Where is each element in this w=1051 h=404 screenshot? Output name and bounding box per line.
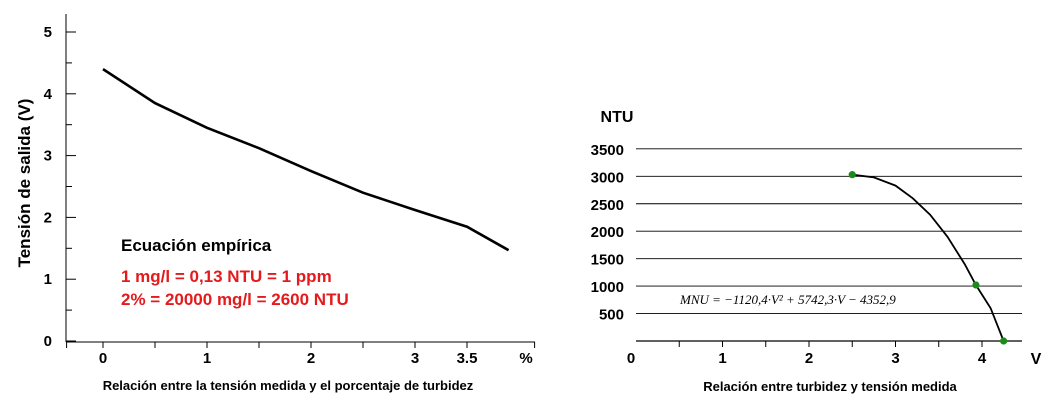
left-x-tick-label: 3.5 xyxy=(457,350,478,367)
left-y-ticks: 0 1 2 3 4 5 xyxy=(44,24,76,350)
right-x-unit: V xyxy=(1031,351,1042,368)
left-y-tick-label: 5 xyxy=(44,24,52,41)
right-y-tick-label: 1500 xyxy=(591,252,624,269)
right-y-tick-label: 500 xyxy=(599,307,624,324)
right-x-tick-label: 3 xyxy=(891,350,899,367)
right-x-ticks: 0 1 2 3 4 xyxy=(627,341,987,367)
left-x-ticks: 0 1 2 3 3.5 xyxy=(66,341,536,367)
left-y-tick-label: 0 xyxy=(44,333,52,350)
annotation-line-2: 2% = 20000 mg/l = 2600 NTU xyxy=(121,290,349,309)
right-series-line xyxy=(852,173,1005,342)
right-x-tick-label: 2 xyxy=(805,350,813,367)
left-y-axis-label: Tensión de salida (V) xyxy=(15,99,34,268)
left-series-line xyxy=(102,68,510,252)
left-x-tick-label: 2 xyxy=(307,350,315,367)
right-y-tick-label: 3000 xyxy=(591,169,624,186)
right-y-tick-label: 3500 xyxy=(591,142,624,159)
left-x-unit: % xyxy=(519,350,532,367)
right-x-tick-label: 0 xyxy=(627,350,635,367)
left-x-tick-label: 0 xyxy=(99,350,107,367)
right-x-tick-label: 4 xyxy=(978,350,987,367)
right-x-tick-label: 1 xyxy=(718,350,726,367)
left-y-tick-label: 1 xyxy=(44,271,52,288)
annotation-line-1: 1 mg/l = 0,13 NTU = 1 ppm xyxy=(121,267,332,286)
left-x-tick-label: 3 xyxy=(411,350,419,367)
left-x-tick-label: 1 xyxy=(203,350,211,367)
right-gridlines xyxy=(636,148,1022,342)
data-point xyxy=(848,171,856,179)
left-x-axis-label: Relación entre la tensión medida y el po… xyxy=(103,378,474,393)
formula-text: MNU = −1120,4·V² + 5742,3·V − 4352,9 xyxy=(679,292,896,307)
right-y-ticks: 500 1000 1500 2000 2500 3000 3500 xyxy=(591,142,624,324)
data-point xyxy=(1000,337,1008,345)
right-y-tick-label: 2500 xyxy=(591,197,624,214)
right-y-tick-label: 2000 xyxy=(591,224,624,241)
right-y-axis-label: NTU xyxy=(601,109,634,126)
annotation-title: Ecuación empírica xyxy=(121,236,272,255)
right-data-points xyxy=(848,171,1008,345)
left-y-tick-label: 2 xyxy=(44,209,52,226)
left-y-tick-label: 3 xyxy=(44,148,52,165)
right-x-axis-label: Relación entre turbidez y tensión medida xyxy=(703,379,957,394)
left-y-tick-label: 4 xyxy=(44,86,53,103)
right-y-tick-label: 1000 xyxy=(591,279,624,296)
data-point xyxy=(972,281,980,289)
left-chart: Tensión de salida (V) 0 1 2 3 4 5 0 1 2 3 3.5 % R… xyxy=(15,14,536,393)
